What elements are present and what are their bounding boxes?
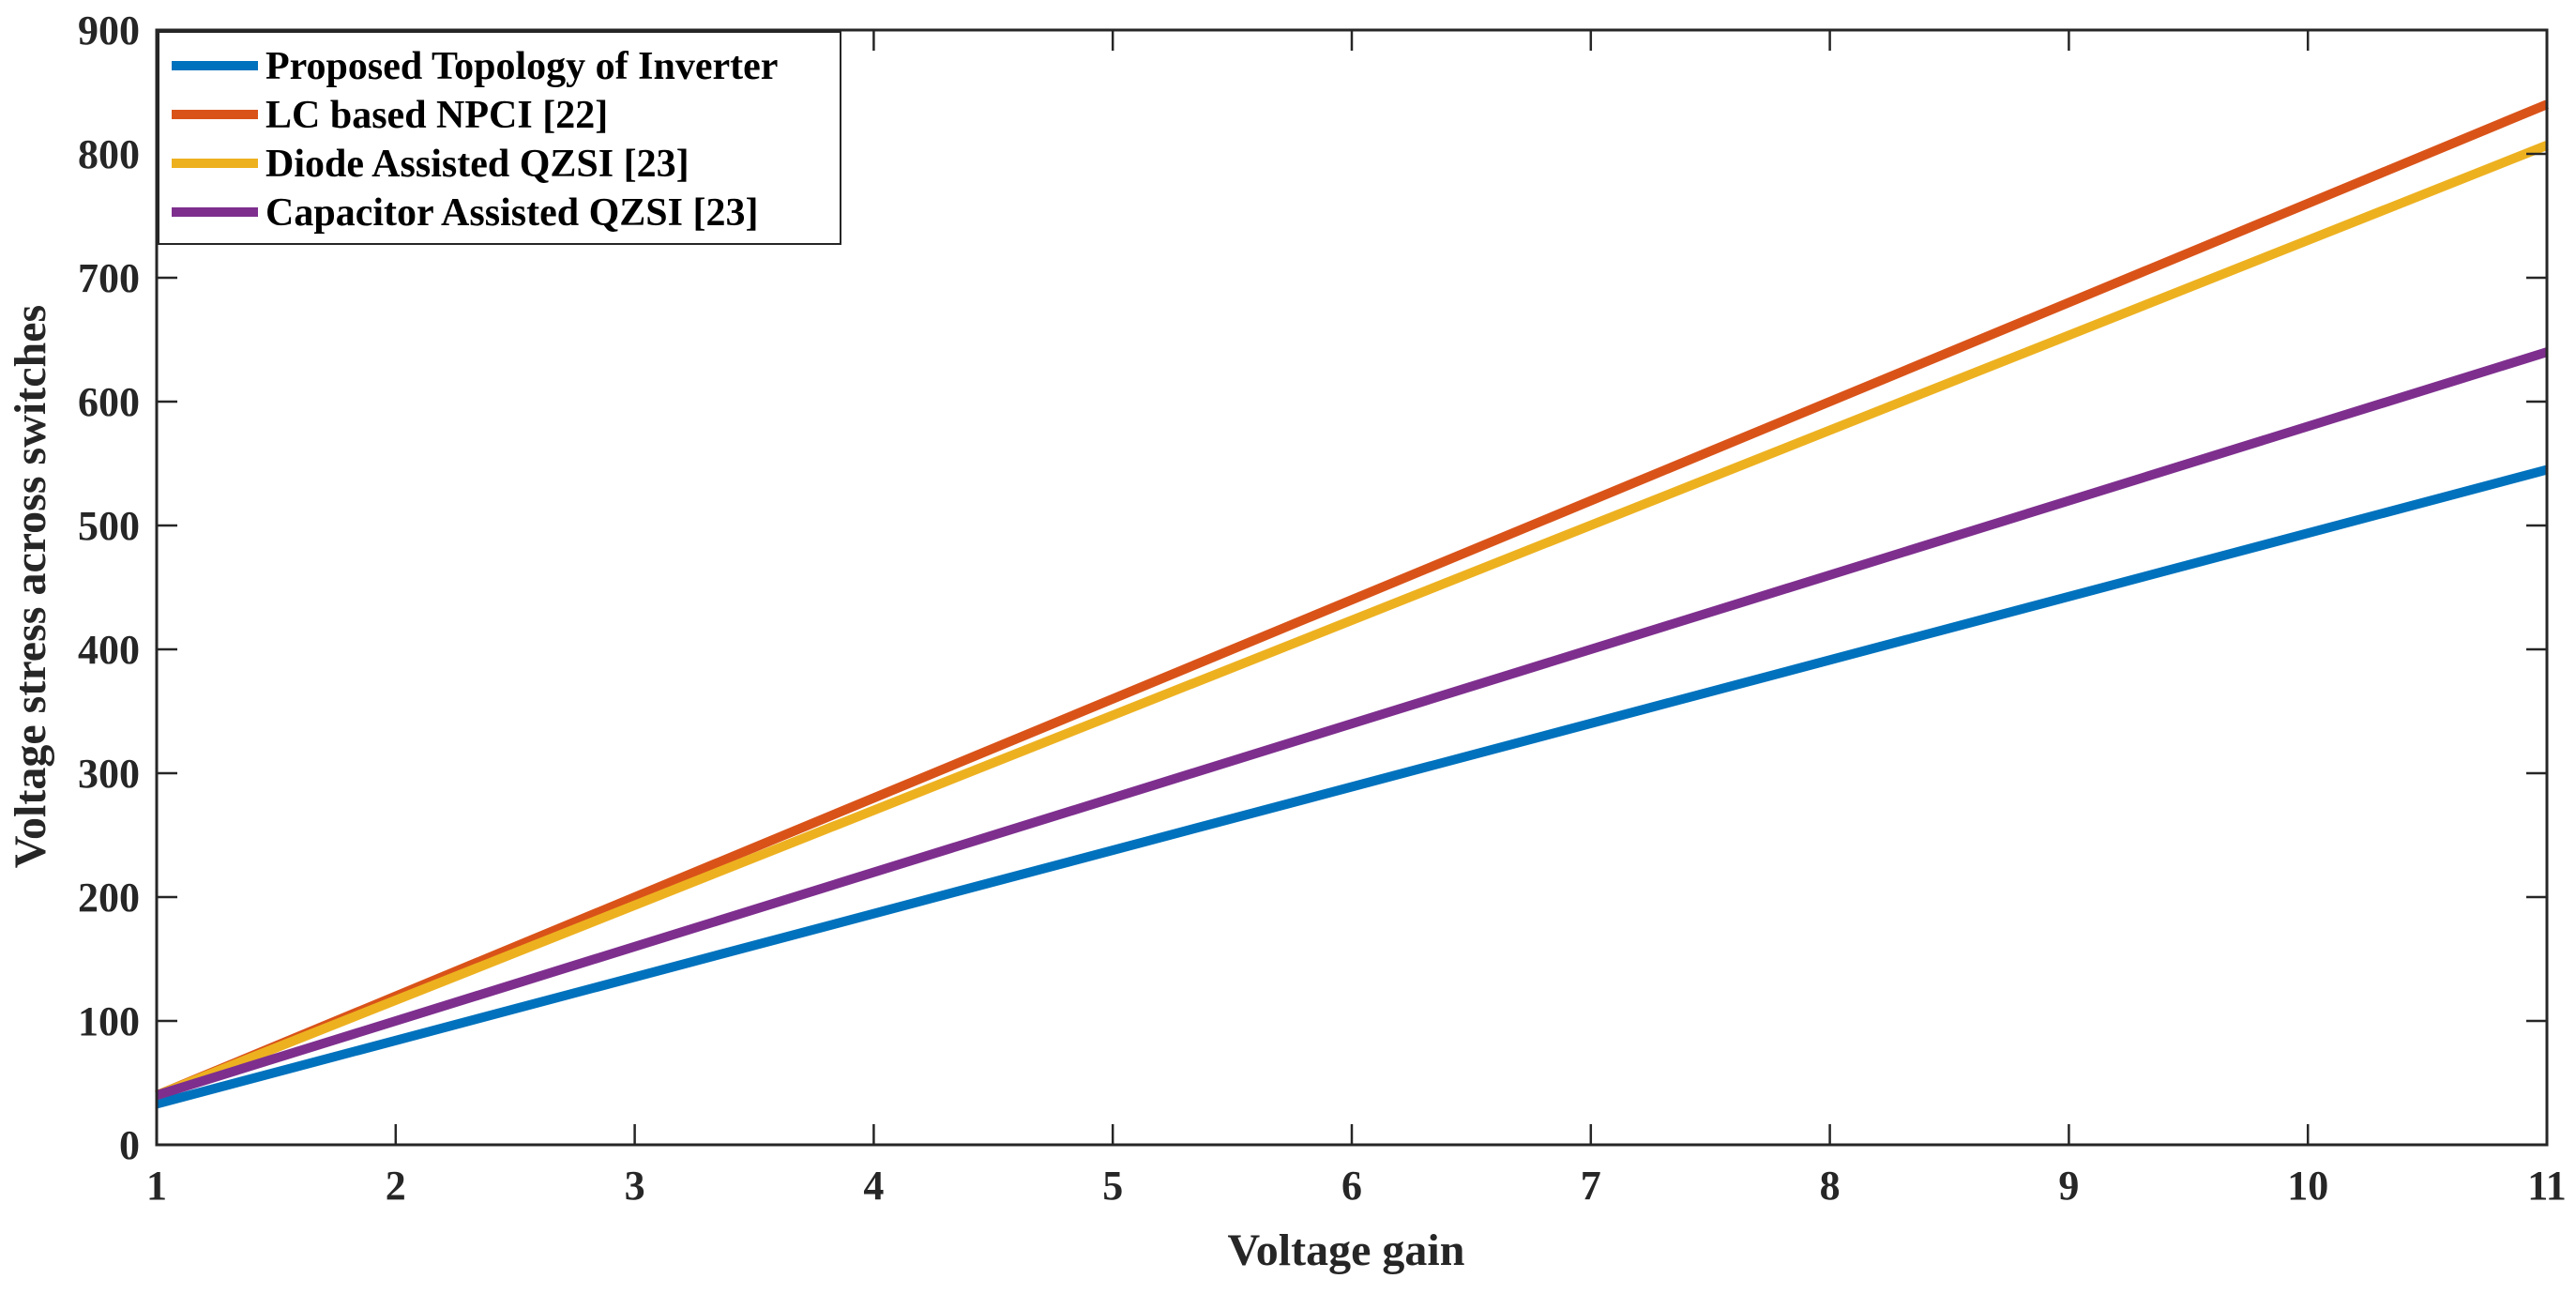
series-line-3 bbox=[155, 141, 2549, 1100]
y-tick-label: 300 bbox=[78, 751, 140, 797]
y-axis-title: Voltage stress across switches bbox=[6, 305, 55, 868]
ticks-layer: 1 2 3 4 5 6 7 8 9 10 11 0 100 200 300 400 500 600 700 800 90… bbox=[78, 8, 2567, 1209]
legend-label-3: Diode Assisted QZSI [23] bbox=[265, 143, 689, 186]
x-tick-label: 3 bbox=[625, 1163, 645, 1209]
x-tick-label: 5 bbox=[1102, 1163, 1123, 1209]
y-tick-label: 700 bbox=[78, 255, 140, 301]
x-tick-label: 6 bbox=[1341, 1163, 1362, 1209]
y-tick-label: 100 bbox=[78, 998, 140, 1044]
series-line-1 bbox=[155, 464, 2549, 1109]
y-tick-label: 600 bbox=[78, 379, 140, 425]
y-tick-label: 800 bbox=[78, 131, 140, 177]
legend: Proposed Topology of Inverter LC based NP… bbox=[158, 31, 841, 245]
y-tick-label: 200 bbox=[78, 875, 140, 921]
series-line-2 bbox=[155, 99, 2549, 1100]
x-tick-label: 2 bbox=[386, 1163, 406, 1209]
x-tick-label: 9 bbox=[2058, 1163, 2079, 1209]
series-layer bbox=[155, 99, 2549, 1109]
y-tick-label: 900 bbox=[78, 8, 140, 53]
legend-label-2: LC based NPCI [22] bbox=[265, 94, 608, 137]
legend-box bbox=[158, 31, 841, 245]
x-tick-label: 11 bbox=[2527, 1163, 2567, 1209]
legend-label-1: Proposed Topology of Inverter bbox=[265, 45, 778, 88]
y-tick-label: 0 bbox=[119, 1122, 140, 1168]
x-axis-title: Voltage gain bbox=[1228, 1225, 1465, 1275]
y-tick-label: 400 bbox=[78, 627, 140, 673]
series-line-4 bbox=[155, 347, 2549, 1100]
x-tick-label: 4 bbox=[863, 1163, 884, 1209]
x-tick-label: 7 bbox=[1581, 1163, 1601, 1209]
x-tick-label: 1 bbox=[146, 1163, 167, 1209]
x-tick-label: 8 bbox=[1820, 1163, 1841, 1209]
x-tick-label: 10 bbox=[2287, 1163, 2328, 1209]
legend-label-4: Capacitor Assisted QZSI [23] bbox=[265, 191, 758, 235]
y-tick-label: 500 bbox=[78, 503, 140, 549]
